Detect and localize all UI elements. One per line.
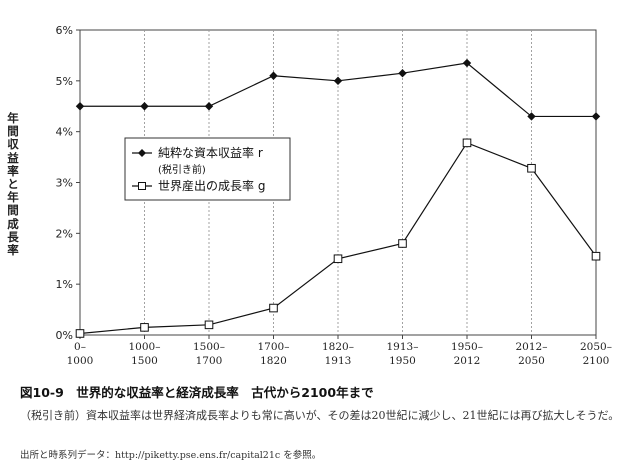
data-point [204, 102, 214, 111]
data-point [398, 69, 407, 78]
data-point [333, 254, 343, 264]
data-point [140, 102, 149, 111]
data-point [591, 112, 601, 121]
data-point [269, 303, 278, 313]
x-tick-label: 2050– 2100 [580, 341, 612, 367]
data-point [462, 138, 472, 148]
x-tick-label: 1000– 1500 [129, 341, 161, 367]
legend-swatch-marker [138, 149, 146, 157]
y-tick-label: 2% [56, 227, 73, 240]
x-tick-label: 1820– 1913 [322, 341, 354, 367]
data-point [398, 239, 407, 248]
data-point [269, 71, 278, 80]
y-tick-label: 3% [56, 177, 73, 190]
y-tick-label: 1% [56, 278, 73, 291]
x-tick-label: 1500– 1700 [193, 341, 225, 367]
data-point [140, 323, 149, 332]
data-point [75, 102, 85, 111]
x-tick-label: 1913– 1950 [387, 341, 419, 367]
y-axis-label: 年間収益率と年間成長率 [7, 111, 19, 258]
legend-label: 純粋な資本収益率 r (税引き前) [158, 145, 263, 176]
chart: 0% 1% 2% 3% 4% 5% 6% 0– 1000 1000– 1500 1500– 1700 17… [56, 24, 612, 367]
x-tick-label: 2012– 2050 [516, 341, 548, 367]
x-tick-label: 0– 1000 [67, 341, 94, 367]
legend-box [124, 137, 291, 201]
data-point [333, 76, 343, 86]
data-point [527, 163, 536, 173]
y-tick-label: 0% [56, 329, 73, 342]
data-point [462, 58, 472, 68]
x-tick-label: 1700– 1820 [258, 341, 290, 367]
data-point [204, 320, 214, 330]
y-tick-label: 4% [56, 126, 73, 139]
legend-swatch-marker [138, 182, 146, 190]
y-tick-label: 5% [56, 75, 73, 88]
data-point [591, 251, 601, 261]
data-point [75, 329, 85, 338]
y-tick-label: 6% [56, 24, 73, 37]
figure-caption: 図10-9 世界的な収益率と経済成長率 古代から2100年まで [20, 385, 374, 400]
figure-note: （税引き前）資本収益率は世界経済成長率よりも常に高いが、その差は20世紀に減少し… [20, 409, 620, 422]
figure-source: 出所と時系列データ：http://piketty.pse.ens.fr/capi… [20, 450, 322, 461]
data-point [527, 112, 536, 121]
x-tick-label: 1950– 2012 [451, 341, 483, 367]
legend-label: 世界産出の成長率 g [158, 178, 265, 193]
